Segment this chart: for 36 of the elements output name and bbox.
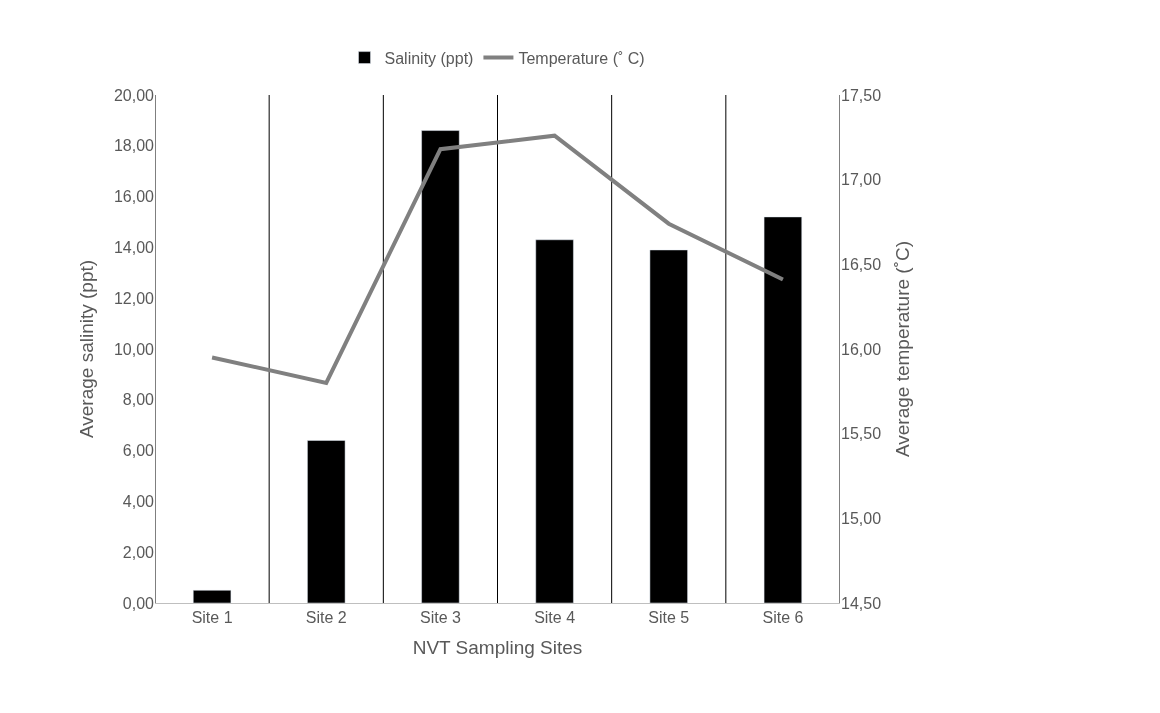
x-tick-label: Site 2 (305, 609, 347, 627)
line-series (210, 133, 785, 385)
y2-tick-label: 14,50 (841, 594, 882, 612)
y2-tick-label: 16,00 (841, 340, 882, 358)
bar (763, 216, 802, 603)
y-tick-label: 8,00 (122, 391, 155, 409)
y-tick-label: 6,00 (122, 442, 155, 460)
legend-label: Temperature (˚ C) (518, 49, 645, 67)
x-tick-label: Site 6 (762, 609, 804, 627)
x-tick-label: Site 3 (419, 609, 461, 627)
bar (307, 440, 346, 603)
x-tick-label: Site 4 (534, 609, 576, 627)
y2-tick-label: 16,50 (841, 255, 882, 273)
y-tick-label: 18,00 (113, 137, 155, 155)
y-tick-label: 14,00 (113, 239, 155, 256)
y-tick-label: 10,00 (113, 340, 155, 358)
y2-tick-label: 15,50 (841, 425, 882, 443)
bar (193, 590, 232, 603)
y-tick-label: 20,00 (113, 86, 155, 104)
legend-label: Salinity (ppt) (384, 49, 474, 67)
x-tick-label: Site 1 (191, 609, 233, 627)
bar (421, 130, 460, 603)
bar (535, 239, 574, 603)
y-tick-label: 2,00 (122, 543, 155, 561)
y-tick-label: 4,00 (122, 493, 155, 510)
y-axis-title: Average salinity (ppt) (75, 259, 97, 439)
y2-tick-label: 15,00 (841, 509, 882, 527)
y-tick-label: 16,00 (113, 188, 155, 206)
y2-tick-label: 17,00 (841, 171, 882, 189)
x-axis-title: NVT Sampling Sites (412, 637, 583, 658)
y-tick-label: 0,00 (122, 594, 155, 612)
y2-tick-label: 17,50 (841, 86, 882, 104)
bar (649, 249, 688, 603)
x-tick-label: Site 5 (648, 609, 690, 627)
y2-axis-title: Average temperature (˚C) (891, 240, 913, 458)
y-tick-label: 12,00 (113, 289, 155, 307)
